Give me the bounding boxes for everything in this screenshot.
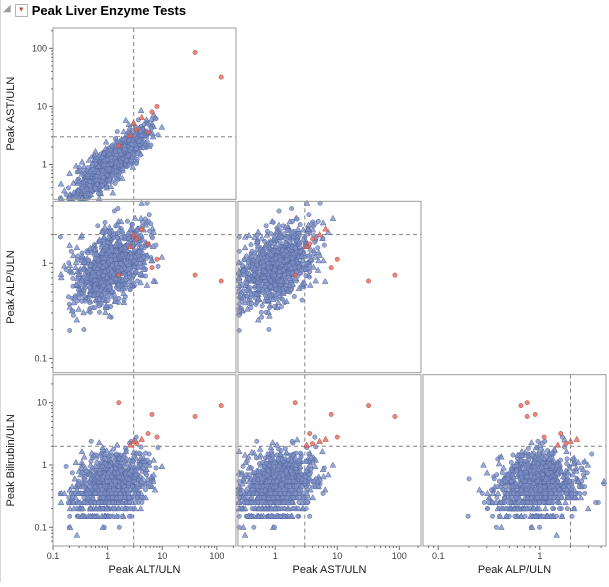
x-tick-label: 1: [273, 551, 278, 561]
outlier-point[interactable]: [308, 242, 312, 246]
outlier-point[interactable]: [135, 237, 139, 241]
x-axis-title-alt: Peak ALT/ULN: [109, 564, 181, 576]
x-tick-label: 10: [332, 551, 342, 561]
outlier-point[interactable]: [193, 414, 197, 418]
x-axis-title-ast: Peak AST/ULN: [293, 564, 367, 576]
outlier-point[interactable]: [193, 50, 197, 54]
report-title: Peak Liver Enzyme Tests: [32, 3, 186, 18]
y-tick-label: 0.1: [34, 353, 47, 363]
outlier-point[interactable]: [329, 412, 333, 416]
outlier-point[interactable]: [310, 237, 314, 241]
y-tick-label: 1: [42, 258, 47, 268]
outlier-point[interactable]: [308, 431, 312, 435]
scatter-panel-alp-vs-alt[interactable]: 0.11: [34, 200, 236, 372]
outlier-point[interactable]: [146, 242, 150, 246]
x-tick-label: 10: [157, 551, 167, 561]
x-tick-label: 100: [209, 551, 224, 561]
y-tick-label: 10: [37, 101, 47, 111]
outlier-point[interactable]: [150, 265, 154, 269]
scatter-panel-bili-vs-alt[interactable]: 0.1 1 10 0.1 1 10 100: [34, 375, 236, 561]
outlier-point[interactable]: [293, 401, 297, 405]
outlier-point[interactable]: [193, 273, 197, 277]
outlier-point[interactable]: [559, 431, 563, 435]
x-tick-label: 1: [105, 551, 110, 561]
disclosure-triangle-icon[interactable]: ◢: [3, 4, 11, 14]
outlier-point[interactable]: [117, 144, 121, 148]
scatter-panel-alp-vs-ast[interactable]: [236, 200, 421, 372]
report-header: ◢ ▼ Peak Liver Enzyme Tests: [1, 0, 609, 20]
red-triangle-menu-icon[interactable]: ▼: [15, 4, 28, 17]
outlier-point[interactable]: [533, 412, 537, 416]
outlier-point[interactable]: [150, 110, 154, 114]
x-tick-label: 0.1: [432, 551, 445, 561]
y-tick-label: 1: [42, 460, 47, 470]
outlier-point[interactable]: [525, 414, 529, 418]
scatter-panel-bili-vs-ast[interactable]: 1 10 100: [236, 375, 421, 561]
outlier-point[interactable]: [310, 442, 314, 446]
x-tick-label: 100: [392, 551, 407, 561]
x-tick-label: 1: [537, 551, 542, 561]
red-triangle-glyph: ▼: [18, 6, 25, 13]
outlier-point[interactable]: [329, 265, 333, 269]
outlier-point[interactable]: [117, 273, 121, 277]
outlier-point[interactable]: [293, 273, 297, 277]
y-axis-title-bili: Peak Bilirubin/ULN: [5, 414, 17, 506]
outlier-point[interactable]: [393, 273, 397, 277]
outlier-point[interactable]: [219, 403, 223, 407]
x-tick-label: 0.1: [47, 551, 60, 561]
scatter-panel-ast-vs-alt[interactable]: 1 10 100: [32, 28, 236, 201]
outlier-point[interactable]: [155, 257, 159, 261]
outlier-point[interactable]: [146, 431, 150, 435]
outlier-point[interactable]: [135, 127, 139, 131]
outlier-point[interactable]: [335, 435, 339, 439]
outlier-point[interactable]: [219, 279, 223, 283]
outlier-point[interactable]: [519, 403, 523, 407]
outlier-point[interactable]: [335, 257, 339, 261]
y-tick-label: 1: [42, 160, 47, 170]
y-tick-label: 100: [32, 43, 47, 53]
outlier-point[interactable]: [155, 104, 159, 108]
x-axis-title-alp: Peak ALP/ULN: [478, 564, 551, 576]
outlier-point[interactable]: [542, 435, 546, 439]
outlier-point[interactable]: [150, 412, 154, 416]
outlier-point[interactable]: [219, 75, 223, 79]
outlier-point[interactable]: [525, 401, 529, 405]
y-axis-title-ast: Peak AST/ULN: [5, 77, 17, 151]
outlier-point[interactable]: [366, 403, 370, 407]
outlier-point[interactable]: [366, 279, 370, 283]
y-axis-title-alp: Peak ALP/ULN: [5, 250, 17, 323]
outlier-point[interactable]: [117, 401, 121, 405]
outlier-point[interactable]: [146, 130, 150, 134]
outlier-point[interactable]: [155, 435, 159, 439]
outlier-point[interactable]: [393, 414, 397, 418]
y-tick-label: 0.1: [34, 522, 47, 532]
y-tick-label: 10: [37, 398, 47, 408]
